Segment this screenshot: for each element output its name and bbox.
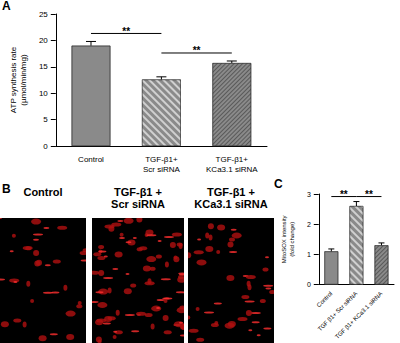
svg-text:TGF β1+ Scr siRNA: TGF β1+ Scr siRNA [316, 290, 359, 333]
svg-text:(µmol/min/mg): (µmol/min/mg) [19, 54, 28, 106]
svg-text:TGF β1+ KCa3.1 siRNA: TGF β1+ KCa3.1 siRNA [334, 290, 384, 340]
html-text:KCa3.1 siRNA: KCa3.1 siRNA [194, 198, 268, 210]
svg-text:Control: Control [316, 290, 334, 308]
svg-text:**: ** [365, 189, 373, 200]
svg-text:2: 2 [307, 221, 311, 228]
svg-text:20: 20 [39, 36, 48, 45]
svg-text:25: 25 [39, 10, 48, 19]
svg-text:15: 15 [39, 62, 48, 71]
svg-text:MitoSOX intensity: MitoSOX intensity [281, 215, 287, 263]
svg-text:1: 1 [307, 251, 311, 258]
svg-text:Scr siRNA: Scr siRNA [143, 165, 181, 174]
svg-text:0: 0 [307, 281, 311, 288]
svg-text:Control: Control [78, 155, 104, 164]
html-text:TGF-β1 +: TGF-β1 + [114, 186, 162, 198]
html-text:TGF-β1 +: TGF-β1 + [207, 186, 255, 198]
svg-text:5: 5 [43, 115, 48, 124]
svg-text:(fold change): (fold change) [289, 222, 295, 257]
html-text:Control: Control [23, 186, 63, 198]
svg-text:A: A [2, 0, 11, 13]
svg-text:TGF-β1+: TGF-β1+ [145, 155, 178, 164]
svg-text:ATP synthesis rate: ATP synthesis rate [9, 46, 18, 113]
svg-text:C: C [274, 178, 283, 191]
svg-text:**: ** [340, 189, 348, 200]
svg-text:3: 3 [307, 191, 311, 198]
html-text:B: B [2, 182, 11, 196]
svg-text:KCa3.1 siRNA: KCa3.1 siRNA [206, 165, 258, 174]
svg-text:0: 0 [43, 142, 48, 151]
svg-text:TGF-β1+: TGF-β1+ [216, 155, 249, 164]
svg-text:**: ** [193, 45, 201, 56]
html-text:Scr siRNA: Scr siRNA [111, 198, 165, 210]
svg-text:**: ** [122, 26, 130, 37]
svg-text:10: 10 [39, 89, 48, 98]
